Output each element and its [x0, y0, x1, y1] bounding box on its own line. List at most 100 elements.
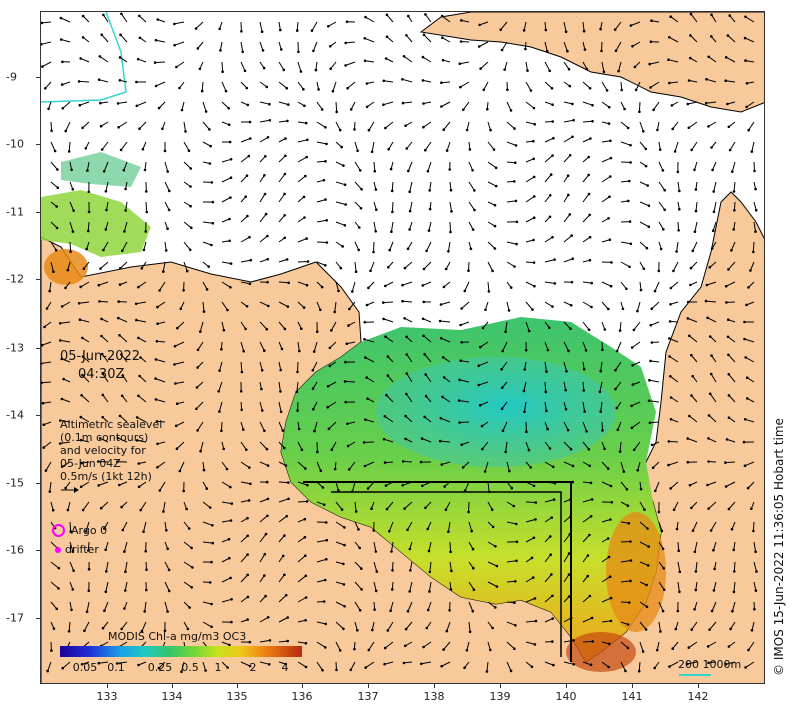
- velocity-arrow: [101, 34, 109, 43]
- velocity-arrow-head: [166, 227, 169, 230]
- velocity-arrow: [601, 301, 609, 310]
- velocity-arrow: [259, 21, 263, 32]
- velocity-arrow-head: [283, 172, 287, 176]
- velocity-arrow-head: [228, 556, 231, 560]
- velocity-arrow: [649, 61, 660, 65]
- velocity-arrow-head: [391, 588, 394, 591]
- velocity-arrow: [221, 481, 231, 488]
- velocity-arrow: [614, 21, 622, 30]
- velocity-arrow-head: [279, 368, 282, 372]
- velocity-arrow-head: [551, 640, 554, 643]
- velocity-arrow-head: [607, 217, 610, 220]
- velocity-arrow: [278, 481, 289, 484]
- velocity-arrow-head: [449, 188, 453, 192]
- velocity-arrow: [748, 641, 755, 651]
- velocity-arrow: [620, 180, 630, 183]
- velocity-arrow: [100, 261, 109, 269]
- velocity-arrow: [86, 161, 90, 171]
- velocity-arrow-head: [79, 438, 83, 442]
- velocity-arrow: [525, 301, 533, 310]
- velocity-arrow: [183, 601, 190, 608]
- velocity-arrow: [118, 121, 128, 128]
- velocity-arrow: [406, 354, 413, 363]
- velocity-arrow-head: [631, 364, 634, 367]
- velocity-arrow: [50, 221, 58, 229]
- velocity-arrow: [466, 121, 470, 131]
- velocity-arrow-head: [178, 469, 182, 473]
- velocity-arrow: [221, 101, 230, 109]
- velocity-arrow-head: [608, 195, 611, 198]
- velocity-arrow-head: [675, 250, 678, 253]
- velocity-arrow-head: [391, 210, 394, 214]
- velocity-arrow: [259, 461, 269, 467]
- velocity-arrow: [746, 377, 755, 383]
- velocity-arrow-head: [426, 169, 430, 173]
- velocity-arrow: [83, 621, 90, 632]
- velocity-arrow: [155, 398, 166, 403]
- velocity-arrow: [423, 261, 432, 270]
- velocity-arrow-head: [384, 284, 387, 288]
- velocity-arrow-head: [284, 464, 288, 467]
- velocity-arrow-head: [727, 268, 730, 271]
- velocity-arrow: [164, 581, 170, 592]
- velocity-arrow-head: [141, 147, 145, 151]
- velocity-arrow-head: [243, 69, 247, 73]
- velocity-arrow: [164, 561, 170, 571]
- velocity-arrow-head: [653, 666, 656, 670]
- velocity-arrow: [296, 21, 299, 31]
- velocity-arrow-head: [81, 508, 85, 512]
- velocity-arrow-head: [515, 559, 518, 563]
- velocity-arrow-head: [553, 282, 557, 285]
- velocity-arrow-head: [67, 630, 71, 633]
- velocity-arrow: [405, 393, 413, 403]
- velocity-arrow-head: [163, 629, 167, 633]
- velocity-arrow: [468, 541, 474, 550]
- velocity-arrow: [728, 501, 736, 510]
- velocity-arrow-head: [154, 377, 157, 380]
- velocity-arrow: [316, 579, 326, 583]
- velocity-arrow: [103, 161, 109, 172]
- sealevel-legend: Altimetric sealevel (0.1m contours) and …: [60, 418, 162, 497]
- velocity-arrow: [69, 561, 75, 571]
- velocity-arrow-head: [162, 270, 165, 273]
- velocity-arrow-head: [303, 517, 307, 521]
- velocity-arrow: [446, 621, 451, 632]
- velocity-arrow: [563, 258, 573, 263]
- legend-line: and velocity for: [60, 444, 146, 457]
- velocity-arrow-head: [630, 346, 634, 349]
- velocity-arrow-head: [60, 305, 64, 308]
- velocity-arrow: [506, 241, 517, 245]
- velocity-arrow: [563, 516, 571, 523]
- velocity-arrow-head: [210, 181, 214, 184]
- velocity-arrow-head: [730, 249, 733, 252]
- velocity-arrow: [506, 521, 517, 525]
- velocity-arrow-head: [60, 465, 64, 468]
- velocity-arrow-head: [637, 669, 641, 673]
- velocity-arrow-head: [299, 70, 303, 73]
- velocity-arrow: [240, 259, 251, 263]
- velocity-arrow-head: [349, 668, 353, 672]
- velocity-arrow-head: [491, 525, 495, 529]
- velocity-arrow: [746, 301, 755, 306]
- velocity-arrow-head: [459, 359, 463, 363]
- velocity-arrow-head: [229, 485, 232, 489]
- velocity-arrow-head: [589, 137, 592, 140]
- velocity-arrow: [240, 596, 249, 603]
- velocity-arrow-head: [724, 79, 727, 82]
- velocity-arrow-head: [100, 352, 104, 356]
- lon-tick-mark: [302, 684, 303, 688]
- velocity-arrow-head: [442, 376, 446, 379]
- velocity-arrow-head: [99, 267, 102, 270]
- velocity-arrow: [183, 221, 192, 229]
- map-frame[interactable]: [40, 11, 765, 684]
- velocity-arrow-head: [408, 190, 412, 193]
- velocity-arrow: [335, 501, 343, 510]
- velocity-arrow: [677, 181, 680, 191]
- velocity-arrow-head: [77, 302, 81, 305]
- velocity-arrow-head: [710, 146, 713, 149]
- velocity-arrow-head: [491, 626, 494, 630]
- velocity-arrow-head: [620, 88, 623, 92]
- velocity-arrow-head: [569, 616, 573, 620]
- velocity-arrow-head: [513, 647, 516, 650]
- velocity-arrow-head: [548, 215, 552, 219]
